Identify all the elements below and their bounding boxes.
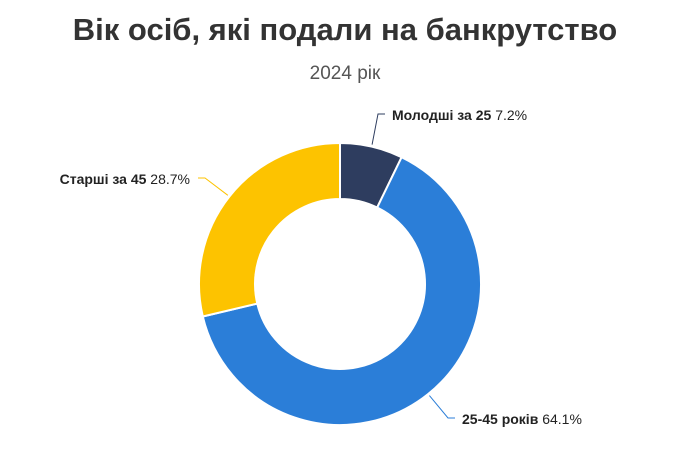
connector-line-2 <box>198 177 229 196</box>
connector-line-1 <box>429 395 455 419</box>
chart-title: Вік осіб, які подали на банкрутство <box>72 12 618 47</box>
slice-label-value: 64.1% <box>538 411 582 427</box>
slice-label-value: 28.7% <box>146 171 190 187</box>
slice-label-0: Молодші за 25 7.2% <box>392 107 527 123</box>
slice-2[interactable] <box>198 142 341 318</box>
slice-label-value: 7.2% <box>491 107 527 123</box>
slice-label-1: 25-45 років 64.1% <box>462 411 582 427</box>
chart-subtitle: 2024 рік <box>309 63 381 84</box>
slice-label-name: Старші за 45 <box>60 171 147 187</box>
slice-label-name: 25-45 років <box>462 411 539 427</box>
slice-1[interactable] <box>201 156 482 426</box>
slice-label-name: Молодші за 25 <box>392 107 492 123</box>
connector-line-0 <box>371 113 385 145</box>
slice-label-2: Старші за 45 28.7% <box>60 171 190 187</box>
